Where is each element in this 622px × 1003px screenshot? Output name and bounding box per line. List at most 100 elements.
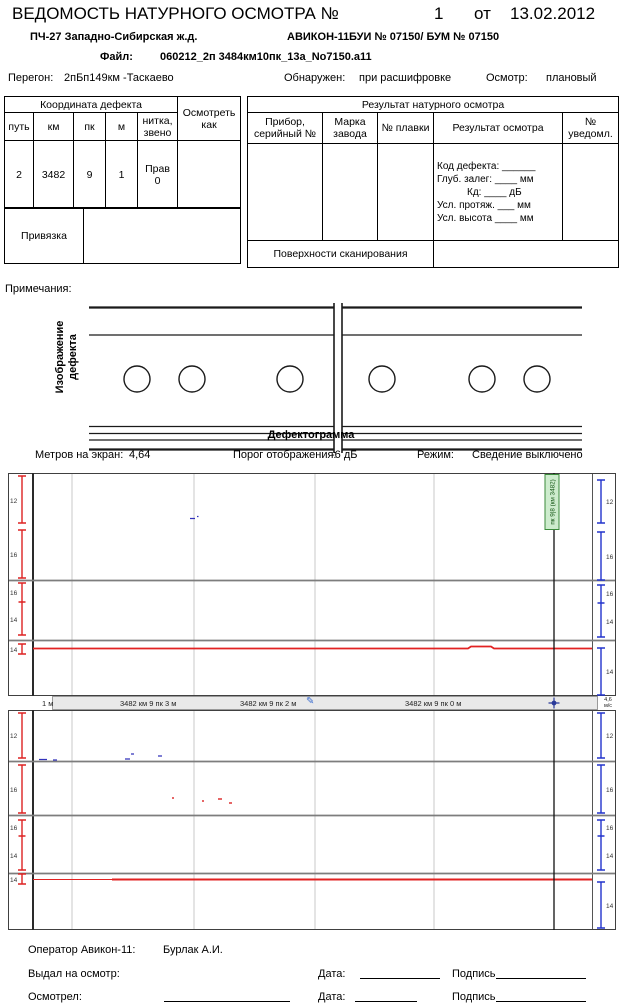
device-ids: БУИ № 07150/ БУМ № 07150 [349,31,500,43]
channel-label: 16 [606,787,614,794]
bolt-hole-icon [468,365,496,393]
ruler-mark: 3482 км 9 пк 0 м [405,699,462,708]
coord-value-pk: 9 [73,140,106,209]
result-line-defect-code: Код дефекта: ______ [437,160,536,172]
ruler-mark: 3482 км 9 пк 3 м [120,699,177,708]
inspected-blank [164,991,290,1002]
channel-marker-blue [597,531,605,581]
binding-row-table: Привязка [4,207,241,264]
echo-marks-blue [39,753,162,761]
meters-value: 4,64 [129,449,151,461]
result-table: Результат натурного осмотра Прибор, сери… [246,96,620,268]
result-col-header-brand: Марка завода [322,112,378,144]
channel-marker-red [18,582,26,636]
coord-table-title: Координата дефекта [3,96,179,113]
pencil-icon: ✎ [306,696,315,707]
result-cell-melt [377,143,434,241]
bolt-hole-icon [123,365,151,393]
peregon-label: Перегон: [8,72,54,84]
meters-label: Метров на экран: [35,449,124,461]
channel-marker-blue [597,647,605,696]
defectogram-title: Дефектограмма [267,429,355,441]
coord-value-m: 1 [105,140,138,209]
panel-border [8,710,616,930]
channel-labels-right: 12 16 16 14 14 [606,733,614,910]
channel-markers-right [597,712,605,929]
channel-label: 16 [606,825,614,832]
issued-label: Выдал на осмотр: [28,968,120,980]
binding-label: Привязка [4,207,84,264]
channel-label: 14 [606,903,614,910]
mode-label: Режим: [417,449,454,461]
file-label: Файл: [100,51,133,63]
channel-marker-red [18,873,26,885]
result-cell-brand [322,143,378,241]
ruler-mark: 3482 км 9 пк 2 м [240,699,297,708]
echo-mark-blue [190,515,199,520]
channel-marker-blue [597,764,605,814]
channel-label: 16 [10,825,18,832]
channel-marker-red [18,712,26,759]
picket-flag [544,474,560,530]
channel-label: 14 [10,853,18,860]
channel-label: 16 [606,591,614,598]
channel-label: 14 [606,669,614,676]
detected-value: при расшифровке [359,72,452,84]
result-line-length: Усл. протяж. ___ мм [437,199,531,211]
section-separators [9,579,615,642]
channel-marker-blue [597,819,605,871]
mode-value: Сведение выключено [472,449,583,461]
picket-marker-icon [548,697,560,709]
report-title: ВЕДОМОСТЬ НАТУРНОГО ОСМОТРА № [12,4,339,23]
nitka-line1: Прав [145,162,170,175]
channel-markers-left [18,712,26,885]
scale-label: 1 м [42,699,54,708]
grid-lines [71,711,435,929]
coord-value-nitka: Прав 0 [136,140,179,209]
echo-marks-red [172,797,232,804]
result-line-depth: Глуб. залег: ____ мм [437,173,534,185]
bolt-hole-icon [276,365,304,393]
ruler-background [52,696,598,710]
coord-table: Координата дефекта Осмотреть как путь км… [3,96,242,209]
file-value: 060212_2п 3484км10пк_13а_No7150.a11 [160,51,372,63]
result-table-title: Результат натурного осмотра [246,96,620,113]
report-number: 1 [434,4,444,23]
channel-marker-red [18,819,26,871]
coord-col-header-put: путь [4,112,34,141]
surfaces-label: Поверхности сканирования [247,240,434,268]
coord-col-header-pk: пк [73,112,106,141]
channel-labels-left: 12 16 16 14 14 [10,498,18,654]
date-label-inspected: Дата: [318,991,346,1003]
report-date: 13.02.2012 [510,4,596,23]
channel-label: 16 [606,554,614,561]
date-label-issued: Дата: [318,968,346,980]
notes-label: Примечания: [5,283,72,295]
date-blank-issued [360,968,440,979]
result-line-height: Усл. высота ____ мм [437,212,534,224]
sign-blank-inspected [496,991,586,1002]
channel-label: 16 [10,787,18,794]
org-name: ПЧ-27 Западно-Сибирская ж.д. [30,31,198,43]
coord-col-header-m: м [105,112,138,141]
coord-col-header-km: км [33,112,74,141]
threshold-label: Порог отображения: [233,449,337,461]
bolt-hole-icon [178,365,206,393]
coord-value-km: 3482 [33,140,74,209]
inspected-label: Осмотрел: [28,991,82,1003]
rail-joint-gap [333,303,343,453]
channel-label: 14 [10,877,18,884]
detected-label: Обнаружен: [284,72,346,84]
sign-label-issued: Подпись [452,968,496,980]
sign-blank-issued [496,968,586,979]
result-line-kd: Кд: ____ дБ [467,186,522,198]
result-cell-device [247,143,323,241]
red-signal-line [33,645,592,650]
threshold-value: -6 дБ [331,449,358,461]
channel-markers-right [597,479,605,696]
channel-label: 16 [10,552,18,559]
date-blank-inspected [355,991,417,1002]
panel-border [8,473,616,696]
channel-markers-left [18,475,26,655]
operator-value: Бурлак А.И. [163,944,223,956]
